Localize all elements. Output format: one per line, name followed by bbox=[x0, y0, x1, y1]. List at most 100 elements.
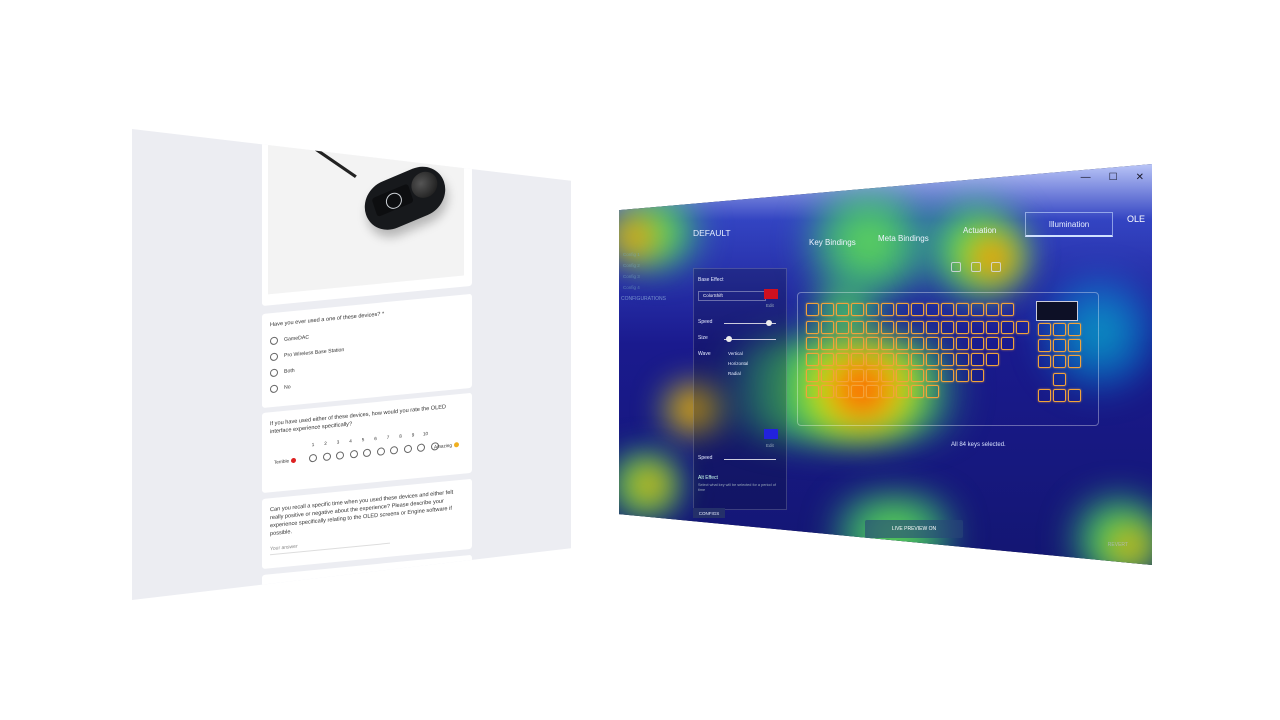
keyboard-key[interactable] bbox=[896, 369, 909, 382]
keyboard-key[interactable] bbox=[836, 321, 849, 334]
keyboard-key[interactable] bbox=[821, 321, 834, 334]
keyboard-key[interactable] bbox=[971, 303, 984, 316]
keyboard-key[interactable] bbox=[911, 353, 924, 366]
radio-icon[interactable] bbox=[270, 384, 278, 394]
slider-thumb[interactable] bbox=[766, 320, 772, 326]
edit-alt-color-link[interactable]: Edit bbox=[766, 443, 774, 448]
scale-radio-7[interactable] bbox=[390, 445, 398, 455]
keyboard-key[interactable] bbox=[806, 303, 819, 316]
arrow-key[interactable] bbox=[1038, 389, 1051, 402]
size-slider[interactable] bbox=[724, 336, 776, 342]
keyboard-key[interactable] bbox=[851, 303, 864, 316]
minimize-icon[interactable]: — bbox=[1080, 172, 1091, 183]
keyboard-key[interactable] bbox=[851, 321, 864, 334]
undo-icon[interactable] bbox=[991, 262, 1001, 272]
configs-button[interactable]: CONFIGS bbox=[693, 508, 725, 518]
wave-horizontal[interactable]: Horizontal bbox=[728, 361, 749, 366]
keyboard-key[interactable] bbox=[926, 321, 939, 334]
keyboard-key[interactable] bbox=[836, 353, 849, 366]
keyboard-key[interactable] bbox=[881, 369, 894, 382]
scale-radio-1[interactable] bbox=[309, 453, 317, 463]
maximize-icon[interactable]: ☐ bbox=[1108, 172, 1118, 183]
scale-radio-5[interactable] bbox=[363, 448, 371, 458]
wave-radial[interactable]: Radial bbox=[728, 371, 741, 376]
speed-slider[interactable] bbox=[724, 320, 776, 326]
option-gamedac[interactable]: GameDAC bbox=[270, 333, 309, 346]
tab-oled[interactable]: OLE bbox=[1127, 214, 1146, 224]
keyboard-key[interactable] bbox=[1053, 323, 1066, 336]
keyboard-key[interactable] bbox=[836, 369, 849, 382]
keyboard-key[interactable] bbox=[851, 353, 864, 366]
keyboard-key[interactable] bbox=[866, 385, 879, 398]
keyboard-key[interactable] bbox=[926, 385, 939, 398]
keyboard-key[interactable] bbox=[956, 369, 969, 382]
edit-color-link[interactable]: Edit bbox=[766, 303, 774, 308]
keyboard-key[interactable] bbox=[851, 337, 864, 350]
keyboard-key[interactable] bbox=[986, 321, 999, 334]
effect-select[interactable]: ColorShift bbox=[698, 291, 766, 301]
keyboard-key[interactable] bbox=[911, 303, 924, 316]
keyboard-key[interactable] bbox=[1038, 323, 1051, 336]
scale-radio-4[interactable] bbox=[349, 449, 358, 459]
live-preview-toggle[interactable]: LIVE PREVIEW ON bbox=[865, 520, 963, 538]
config-item[interactable]: Config 3 bbox=[623, 274, 640, 279]
tab-illumination[interactable]: Illumination bbox=[1025, 212, 1113, 237]
keyboard-key[interactable] bbox=[956, 337, 969, 350]
keyboard-key[interactable] bbox=[911, 369, 924, 382]
keyboard-key[interactable] bbox=[941, 321, 954, 334]
keyboard-key[interactable] bbox=[821, 353, 834, 366]
revert-button[interactable]: REVERT bbox=[1107, 542, 1128, 548]
keyboard-key[interactable] bbox=[806, 337, 819, 350]
option-no[interactable]: No bbox=[270, 383, 291, 394]
radio-icon[interactable] bbox=[270, 352, 278, 362]
keyboard-key[interactable] bbox=[881, 303, 894, 316]
keyboard-key[interactable] bbox=[971, 321, 984, 334]
effect-color-swatch[interactable] bbox=[764, 289, 778, 299]
keyboard-key[interactable] bbox=[1068, 355, 1081, 368]
keyboard-key[interactable] bbox=[881, 385, 894, 398]
option-pro-wireless[interactable]: Pro Wireless Base Station bbox=[270, 346, 344, 362]
keyboard-key[interactable] bbox=[806, 353, 819, 366]
keyboard-key[interactable] bbox=[1016, 321, 1029, 334]
keyboard-key[interactable] bbox=[851, 369, 864, 382]
keyboard-key[interactable] bbox=[866, 353, 879, 366]
arrow-key[interactable] bbox=[1053, 389, 1066, 402]
radio-icon[interactable] bbox=[270, 336, 278, 346]
keyboard-key[interactable] bbox=[1068, 339, 1081, 352]
keyboard-key[interactable] bbox=[896, 385, 909, 398]
keyboard-key[interactable] bbox=[806, 321, 819, 334]
radio-icon[interactable] bbox=[270, 368, 278, 378]
keyboard-key[interactable] bbox=[1038, 355, 1051, 368]
keyboard-key[interactable] bbox=[896, 353, 909, 366]
keyboard-key[interactable] bbox=[986, 353, 999, 366]
config-item[interactable]: Config 1 bbox=[623, 252, 640, 257]
tab-key-bindings[interactable]: Key Bindings bbox=[809, 238, 856, 247]
keyboard-key[interactable] bbox=[956, 353, 969, 366]
keyboard-key[interactable] bbox=[866, 303, 879, 316]
keyboard-key[interactable] bbox=[1038, 339, 1051, 352]
keyboard-key[interactable] bbox=[971, 337, 984, 350]
keyboard-key[interactable] bbox=[836, 337, 849, 350]
keyboard-key[interactable] bbox=[896, 303, 909, 316]
keyboard-key[interactable] bbox=[1001, 303, 1014, 316]
keyboard-preview[interactable] bbox=[797, 292, 1099, 426]
keyboard-key[interactable] bbox=[1053, 339, 1066, 352]
keyboard-key[interactable] bbox=[956, 303, 969, 316]
config-item[interactable]: Config 2 bbox=[623, 263, 640, 268]
tab-meta-bindings[interactable]: Meta Bindings bbox=[878, 234, 929, 243]
keyboard-key[interactable] bbox=[941, 353, 954, 366]
slider-thumb[interactable] bbox=[726, 336, 732, 342]
keyboard-key[interactable] bbox=[986, 303, 999, 316]
keyboard-key[interactable] bbox=[881, 337, 894, 350]
keyboard-key[interactable] bbox=[926, 369, 939, 382]
arrow-key[interactable] bbox=[1068, 389, 1081, 402]
keyboard-key[interactable] bbox=[1068, 323, 1081, 336]
keyboard-key[interactable] bbox=[821, 303, 834, 316]
keyboard-key[interactable] bbox=[956, 321, 969, 334]
keyboard-key[interactable] bbox=[806, 385, 819, 398]
keyboard-key[interactable] bbox=[971, 369, 984, 382]
scale-radio-2[interactable] bbox=[322, 452, 331, 462]
keyboard-key[interactable] bbox=[881, 353, 894, 366]
keyboard-key[interactable] bbox=[926, 303, 939, 316]
scale-radio-3[interactable] bbox=[336, 451, 344, 460]
